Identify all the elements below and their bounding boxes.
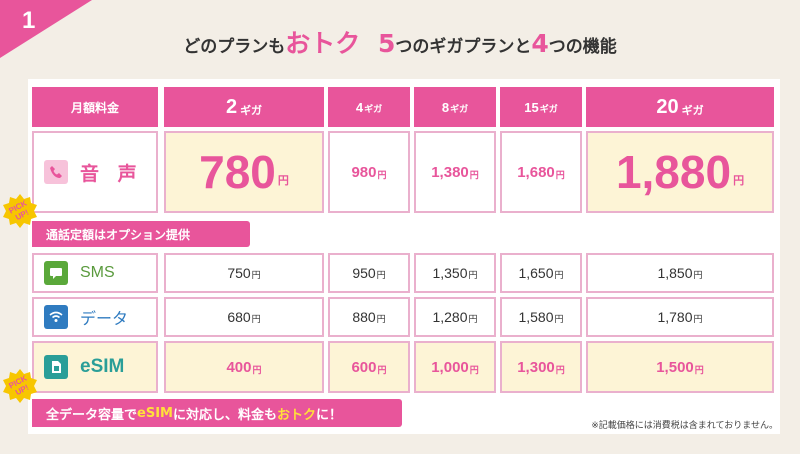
row-label-text: 音 声 bbox=[80, 162, 143, 185]
price-sms-2gb: 750 円 bbox=[164, 253, 324, 293]
phone-icon bbox=[44, 160, 68, 184]
header-plan-15gb: 15 ギガ bbox=[500, 87, 582, 127]
price-data-8gb: 1,280 円 bbox=[414, 297, 496, 337]
price-esim-15gb: 1,300 円 bbox=[500, 341, 582, 393]
price-sms-4gb: 950 円 bbox=[328, 253, 410, 293]
price-data-15gb: 1,580 円 bbox=[500, 297, 582, 337]
price-esim-4gb: 600 円 bbox=[328, 341, 410, 393]
header-plan-2gb: 2 ギガ bbox=[164, 87, 324, 127]
page-title: どのプランもおトク 5つのギガプランと4つの機能 bbox=[0, 24, 800, 60]
pickup-badge: PICK UP! bbox=[3, 194, 37, 228]
row-label-text: データ bbox=[80, 309, 129, 328]
price-sms-15gb: 1,650 円 bbox=[500, 253, 582, 293]
title-highlight: おトク bbox=[285, 29, 361, 58]
chat-icon bbox=[44, 261, 68, 285]
price-data-20gb: 1,780 円 bbox=[586, 297, 774, 337]
header-plan-4gb: 4 ギガ bbox=[328, 87, 410, 127]
title-text: つのギガプランと bbox=[395, 37, 532, 57]
price-voice-4gb: 980 円 bbox=[328, 131, 410, 213]
price-voice-20gb: 1,880 円 bbox=[586, 131, 774, 213]
tax-note: ※記載価格には消費税は含まれておりません。 bbox=[591, 421, 778, 431]
row-label-esim: eSIM bbox=[32, 341, 158, 393]
pricing-card: 月額料金 2 ギガ 4 ギガ 8 ギガ 15 ギガ 20 ギガ 音 声 780 円 980 円… bbox=[28, 79, 780, 434]
esim-promo-banner: 全データ容量で eSIM に対応し、料金も おトク に！ bbox=[32, 399, 402, 427]
row-label-data: データ bbox=[32, 297, 158, 337]
voice-option-banner: 通話定額はオプション提供 bbox=[32, 221, 250, 247]
pickup-badge: PICK UP! bbox=[3, 369, 37, 403]
title-number: 5 bbox=[377, 29, 396, 58]
sim-icon bbox=[44, 355, 68, 379]
price-voice-2gb: 780 円 bbox=[164, 131, 324, 213]
row-label-text: eSIM bbox=[80, 356, 125, 377]
price-esim-2gb: 400 円 bbox=[164, 341, 324, 393]
price-voice-15gb: 1,680 円 bbox=[500, 131, 582, 213]
price-esim-8gb: 1,000 円 bbox=[414, 341, 496, 393]
section-number: 1 bbox=[22, 7, 36, 34]
wifi-icon bbox=[44, 305, 68, 329]
header-plan-20gb: 20 ギガ bbox=[586, 87, 774, 127]
header-plan-8gb: 8 ギガ bbox=[414, 87, 496, 127]
header-monthly-fee: 月額料金 bbox=[32, 87, 158, 127]
price-sms-20gb: 1,850 円 bbox=[586, 253, 774, 293]
row-label-voice: 音 声 bbox=[32, 131, 158, 213]
price-esim-20gb: 1,500 円 bbox=[586, 341, 774, 393]
section-corner-tab bbox=[0, 0, 92, 58]
title-number: 4 bbox=[531, 29, 549, 58]
title-text: つの機能 bbox=[548, 37, 617, 57]
price-voice-8gb: 1,380 円 bbox=[414, 131, 496, 213]
price-data-4gb: 880 円 bbox=[328, 297, 410, 337]
row-label-sms: SMS bbox=[32, 253, 158, 293]
price-data-2gb: 680 円 bbox=[164, 297, 324, 337]
row-label-text: SMS bbox=[80, 264, 115, 281]
price-sms-8gb: 1,350 円 bbox=[414, 253, 496, 293]
title-text: どのプランも bbox=[183, 37, 286, 57]
